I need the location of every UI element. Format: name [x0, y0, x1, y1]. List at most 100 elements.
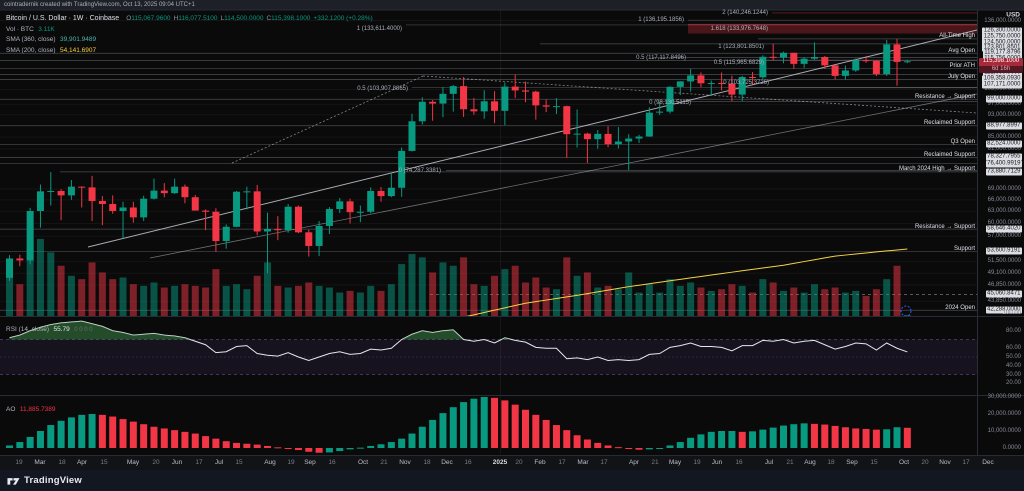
time-tick[interactable]: 18 [58, 459, 66, 466]
time-tick[interactable]: Jun [711, 459, 723, 466]
time-tick[interactable]: Nov [939, 459, 951, 466]
rsi-tick: 60.00 [1005, 345, 1021, 352]
ao-bar [759, 429, 767, 448]
time-tick[interactable]: 20 [515, 459, 523, 466]
time-tick[interactable]: Dec [982, 459, 994, 466]
volume-bar [656, 292, 664, 316]
time-tick[interactable]: May [668, 459, 682, 466]
volume-bar [129, 284, 137, 316]
time-tick[interactable]: 17 [195, 459, 203, 466]
main-legend[interactable]: Bitcoin / U.S. Dollar · 1W · Coinbase O11… [6, 12, 373, 54]
time-tick[interactable]: May [126, 459, 140, 466]
time-tick[interactable]: 21 [380, 459, 388, 466]
time-tick[interactable]: 15 [100, 459, 108, 466]
volume-bar [738, 285, 746, 316]
rsi-legend[interactable]: RSI (14, close) 55.79 0 0 0 0 [6, 318, 93, 336]
time-tick[interactable]: Aug [804, 459, 816, 466]
time-tick[interactable]: Sep [304, 459, 316, 466]
time-tick[interactable]: Sep [846, 459, 858, 466]
price-line-badge: 45,060.8471 [985, 290, 1022, 298]
time-tick[interactable]: 2025 [492, 459, 508, 466]
fib-level-label: 0.5 (115,965.6829) [713, 60, 764, 67]
time-tick[interactable]: 21 [786, 459, 794, 466]
time-tick[interactable]: Dec [441, 459, 453, 466]
volume-bar [594, 287, 602, 316]
candle [253, 191, 261, 232]
candle [346, 201, 354, 213]
time-tick[interactable]: 21 [651, 459, 659, 466]
time-tick[interactable]: Oct [898, 459, 910, 466]
time-tick[interactable]: Jul [764, 459, 774, 466]
ao-legend[interactable]: AO 11,885.7389 [6, 398, 56, 416]
time-tick[interactable]: Nov [399, 459, 411, 466]
candle [625, 138, 633, 142]
time-tick[interactable]: 20 [152, 459, 160, 466]
time-tick[interactable]: 19 [15, 459, 23, 466]
time-tick[interactable]: 16 [328, 459, 336, 466]
time-tick[interactable]: 16 [464, 459, 472, 466]
time-tick[interactable]: 15 [235, 459, 243, 466]
candle [439, 93, 447, 104]
price-line-badge: 58,646.4020 [985, 225, 1022, 233]
time-tick[interactable]: Jul [214, 459, 224, 466]
time-tick[interactable]: 17 [962, 459, 970, 466]
level-annotation: March 2024 High → Support [898, 166, 975, 173]
ao-bar [594, 442, 602, 448]
ao-bar [749, 431, 757, 448]
rsi-tick: 100.00 [1002, 310, 1021, 317]
ao-bar [676, 442, 684, 448]
sma200-row: SMA (200, close) 54,141.6907 [6, 44, 373, 55]
volume-bar [800, 292, 808, 316]
time-tick[interactable]: Apr [628, 459, 640, 466]
time-tick[interactable]: 17 [558, 459, 566, 466]
time-tick[interactable]: Mar [34, 459, 46, 466]
time-tick[interactable]: Jun [171, 459, 183, 466]
drawing-anchor [900, 305, 912, 317]
time-tick[interactable]: 18 [827, 459, 835, 466]
volume-bar [367, 285, 375, 316]
ao-bar [377, 444, 385, 448]
candle [160, 190, 168, 194]
ao-bar [171, 430, 179, 448]
time-tick[interactable]: Mar [577, 459, 589, 466]
time-tick[interactable]: 16 [735, 459, 743, 466]
volume-bar [26, 247, 34, 316]
ao-bar [491, 397, 499, 448]
time-tick[interactable]: 20 [921, 459, 929, 466]
candle [36, 191, 44, 211]
watermark-text: cointradernik created with TradingView.c… [4, 2, 195, 8]
time-tick[interactable]: Aug [264, 459, 276, 466]
sma360-value: 39,901.9489 [59, 36, 97, 44]
time-tick[interactable]: 17 [600, 459, 608, 466]
candle [140, 198, 148, 218]
volume-bar [697, 287, 705, 316]
time-axis[interactable]: 19 Mar 18 Apr 15 May 20 Jun 17 Jul 15 Aug 19 Sep 16 Oct… [0, 455, 1024, 470]
ao-bar [336, 448, 344, 452]
time-tick[interactable]: Feb [534, 459, 546, 466]
time-tick[interactable]: 18 [423, 459, 431, 466]
candle [315, 225, 323, 246]
ao-bar [656, 448, 664, 449]
time-tick[interactable]: Oct [357, 459, 369, 466]
tradingview-logo-icon [7, 478, 20, 485]
volume-bar [563, 257, 571, 316]
time-tick[interactable]: 19 [287, 459, 295, 466]
fib-level-label: 0 (74,287.3381) [398, 167, 441, 174]
candle [656, 111, 664, 113]
time-tick[interactable]: 15 [870, 459, 878, 466]
price-axis[interactable]: USD 136,000.0000 103,000.0000 97,000.0000 9… [977, 0, 1024, 470]
time-tick[interactable]: Apr [76, 459, 88, 466]
tradingview-logo[interactable]: TradingView [7, 474, 82, 487]
volume-bar [759, 279, 767, 316]
volume-bar [150, 282, 158, 316]
time-tick[interactable]: 19 [693, 459, 701, 466]
volume-bar [893, 265, 901, 316]
price-tick: 49,100.0000 [987, 270, 1021, 277]
price-line-badge: 126,300.0000 [982, 27, 1022, 35]
volume-bar [212, 269, 220, 316]
ao-bar [243, 443, 251, 448]
volume-bar [852, 290, 860, 316]
candle [635, 136, 643, 139]
price-line-badge: 78,327.7955 [985, 153, 1022, 161]
